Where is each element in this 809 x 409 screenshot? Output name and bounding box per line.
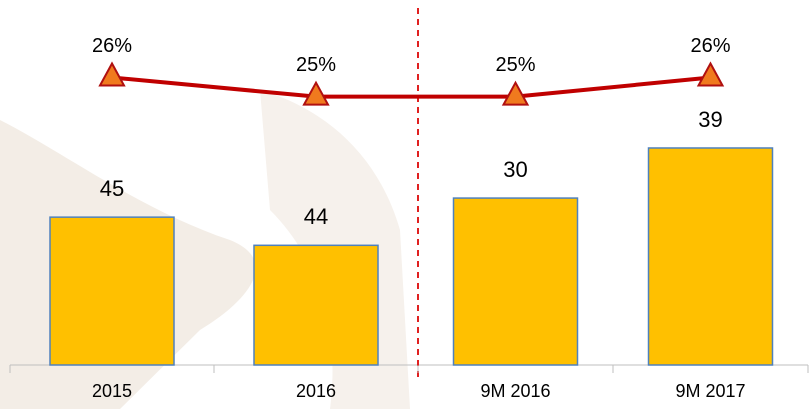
- line-value-label: 25%: [495, 54, 535, 76]
- bar: [647, 147, 774, 366]
- x-tick-label: 2016: [296, 381, 336, 401]
- line: [515, 75, 711, 99]
- bar: [49, 216, 175, 366]
- line-marker: [501, 80, 530, 106]
- bar-value-label: 39: [698, 107, 722, 132]
- line-value-label: 25%: [296, 54, 336, 76]
- line-marker: [302, 80, 330, 106]
- bar: [253, 244, 379, 366]
- bar-value-label: 30: [503, 157, 527, 182]
- bar: [452, 197, 579, 366]
- bar-value-label: 45: [100, 176, 124, 201]
- x-tick-label: 2015: [92, 381, 132, 401]
- bar-value-label: 44: [304, 204, 328, 229]
- x-tick-label: 9M 2016: [480, 381, 550, 401]
- line-value-label: 26%: [92, 35, 132, 57]
- line-value-label: 26%: [690, 35, 730, 57]
- x-tick-label: 9M 2017: [675, 381, 745, 401]
- line: [111, 75, 317, 99]
- line-marker: [98, 61, 126, 87]
- line-marker: [696, 61, 725, 87]
